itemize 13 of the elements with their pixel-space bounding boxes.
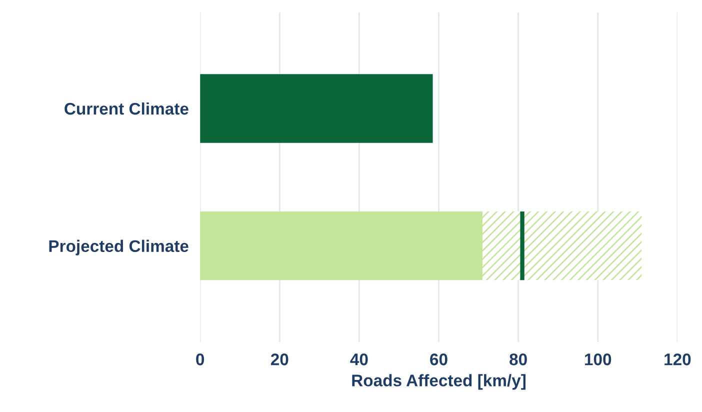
- x-tick-label: 120: [664, 354, 691, 366]
- x-tick-label: 80: [510, 354, 527, 366]
- bar: [200, 211, 483, 280]
- x-tick-label: 100: [585, 354, 612, 366]
- y-tick-label: Current Climate: [64, 102, 188, 115]
- x-axis-title: Roads Affected [km/y]: [352, 374, 526, 390]
- x-tick-label: 20: [270, 354, 288, 366]
- x-tick-label: 40: [350, 354, 368, 366]
- bar: [200, 74, 433, 143]
- x-tick-label: 60: [430, 354, 448, 366]
- y-tick-label: Projected Climate: [49, 240, 188, 256]
- bar: [482, 211, 642, 280]
- x-tick-label: 0: [196, 354, 204, 366]
